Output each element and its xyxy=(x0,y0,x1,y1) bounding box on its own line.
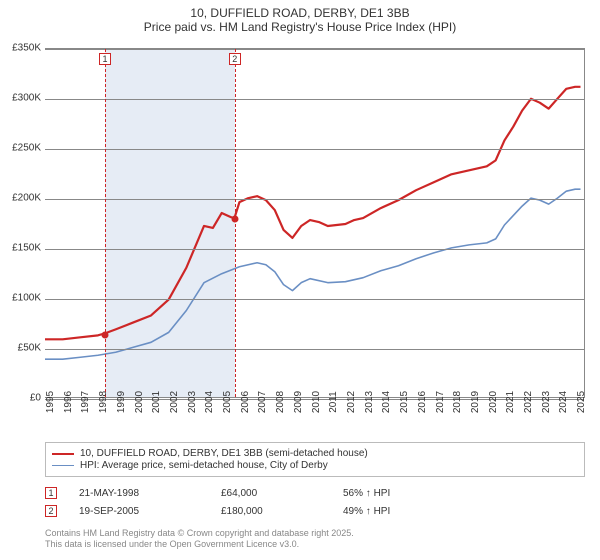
transaction-date: 21-MAY-1998 xyxy=(79,488,199,499)
chart-plot-area: 12 xyxy=(45,48,585,398)
footer-attribution: Contains HM Land Registry data © Crown c… xyxy=(45,528,585,551)
y-tick-label: £350K xyxy=(12,43,41,54)
x-tick-label: 2007 xyxy=(257,391,268,413)
transaction-price: £180,000 xyxy=(221,506,321,517)
x-tick-label: 1998 xyxy=(98,391,109,413)
marker-line xyxy=(105,49,106,397)
series-line-hpi xyxy=(45,189,581,359)
x-tick-label: 2018 xyxy=(452,391,463,413)
x-tick-label: 1999 xyxy=(116,391,127,413)
x-tick-label: 2013 xyxy=(364,391,375,413)
y-gridline xyxy=(45,49,584,50)
legend-swatch xyxy=(52,465,74,466)
x-tick-label: 2003 xyxy=(187,391,198,413)
y-tick-label: £250K xyxy=(12,143,41,154)
x-tick-label: 2004 xyxy=(204,391,215,413)
x-tick-label: 2015 xyxy=(399,391,410,413)
series-line-price_paid xyxy=(45,87,581,340)
transaction-pct: 49% ↑ HPI xyxy=(343,506,443,517)
x-tick-label: 2012 xyxy=(346,391,357,413)
transaction-date: 19-SEP-2005 xyxy=(79,506,199,517)
x-tick-label: 2016 xyxy=(417,391,428,413)
transaction-pct: 56% ↑ HPI xyxy=(343,488,443,499)
legend-row: 10, DUFFIELD ROAD, DERBY, DE1 3BB (semi-… xyxy=(52,448,578,459)
x-tick-label: 2010 xyxy=(311,391,322,413)
y-gridline xyxy=(45,349,584,350)
x-tick-label: 2020 xyxy=(488,391,499,413)
y-gridline xyxy=(45,299,584,300)
x-tick-label: 2024 xyxy=(558,391,569,413)
chart-container: 10, DUFFIELD ROAD, DERBY, DE1 3BB Price … xyxy=(0,0,600,560)
x-tick-label: 2008 xyxy=(275,391,286,413)
legend-label: 10, DUFFIELD ROAD, DERBY, DE1 3BB (semi-… xyxy=(80,448,368,459)
marker-label-box: 2 xyxy=(229,53,241,65)
legend-label: HPI: Average price, semi-detached house,… xyxy=(80,460,328,471)
x-axis: 1995199619971998199920002001200220032004… xyxy=(45,398,585,438)
y-tick-label: £200K xyxy=(12,193,41,204)
marker-dot xyxy=(231,216,238,223)
footer-line1: Contains HM Land Registry data © Crown c… xyxy=(45,528,585,539)
x-tick-label: 2021 xyxy=(505,391,516,413)
title-address: 10, DUFFIELD ROAD, DERBY, DE1 3BB xyxy=(0,6,600,20)
x-tick-label: 2002 xyxy=(169,391,180,413)
x-tick-label: 2017 xyxy=(435,391,446,413)
transaction-marker: 2 xyxy=(45,505,57,517)
y-gridline xyxy=(45,99,584,100)
footer-line2: This data is licensed under the Open Gov… xyxy=(45,539,585,550)
x-tick-label: 2011 xyxy=(328,391,339,413)
x-tick-label: 1995 xyxy=(45,391,56,413)
x-tick-label: 2023 xyxy=(541,391,552,413)
x-tick-label: 2005 xyxy=(222,391,233,413)
y-tick-label: £100K xyxy=(12,293,41,304)
transaction-price: £64,000 xyxy=(221,488,321,499)
marker-dot xyxy=(102,332,109,339)
marker-line xyxy=(235,49,236,397)
transaction-row: 1 21-MAY-1998 £64,000 56% ↑ HPI xyxy=(45,484,585,502)
y-tick-label: £50K xyxy=(18,343,41,354)
x-tick-label: 2009 xyxy=(293,391,304,413)
marker-label-box: 1 xyxy=(99,53,111,65)
x-tick-label: 1997 xyxy=(80,391,91,413)
x-tick-label: 2019 xyxy=(470,391,481,413)
y-axis: £0£50K£100K£150K£200K£250K£300K£350K xyxy=(0,48,45,398)
x-tick-label: 1996 xyxy=(63,391,74,413)
y-tick-label: £300K xyxy=(12,93,41,104)
x-tick-label: 2014 xyxy=(381,391,392,413)
transaction-row: 2 19-SEP-2005 £180,000 49% ↑ HPI xyxy=(45,502,585,520)
title-block: 10, DUFFIELD ROAD, DERBY, DE1 3BB Price … xyxy=(0,0,600,38)
x-tick-label: 2006 xyxy=(240,391,251,413)
y-tick-label: £150K xyxy=(12,243,41,254)
legend-row: HPI: Average price, semi-detached house,… xyxy=(52,460,578,471)
title-subtitle: Price paid vs. HM Land Registry's House … xyxy=(0,20,600,34)
x-tick-label: 2001 xyxy=(151,391,162,413)
legend-box: 10, DUFFIELD ROAD, DERBY, DE1 3BB (semi-… xyxy=(45,442,585,477)
legend-swatch xyxy=(52,453,74,455)
x-tick-label: 2000 xyxy=(134,391,145,413)
chart-lines-svg xyxy=(45,49,584,397)
transaction-rows: 1 21-MAY-1998 £64,000 56% ↑ HPI 2 19-SEP-2005… xyxy=(45,484,585,520)
y-gridline xyxy=(45,199,584,200)
y-gridline xyxy=(45,149,584,150)
x-tick-label: 2022 xyxy=(523,391,534,413)
x-tick-label: 2025 xyxy=(576,391,587,413)
transaction-marker: 1 xyxy=(45,487,57,499)
y-gridline xyxy=(45,249,584,250)
y-tick-label: £0 xyxy=(30,393,41,404)
